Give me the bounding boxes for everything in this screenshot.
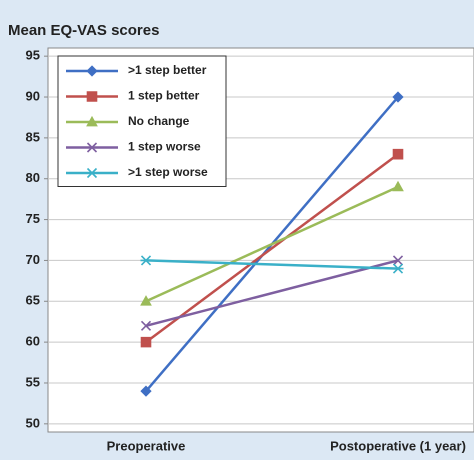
marker <box>392 148 404 160</box>
legend-label: >1 step worse <box>128 165 208 179</box>
marker <box>392 263 404 274</box>
legend-marker <box>86 91 98 102</box>
series-line <box>145 259 399 270</box>
series-line <box>145 153 399 344</box>
chart-title: Mean EQ-VAS scores <box>8 22 159 39</box>
marker <box>140 255 152 266</box>
y-tick-label: 65 <box>26 293 40 308</box>
marker <box>140 385 152 397</box>
marker <box>140 336 152 348</box>
marker <box>392 180 404 192</box>
legend-marker <box>86 115 98 127</box>
x-tick-label: Postoperative (1 year) <box>330 438 466 453</box>
marker <box>392 91 404 103</box>
legend-marker <box>86 167 98 179</box>
legend-marker <box>86 65 98 77</box>
y-tick-label: 85 <box>26 129 40 144</box>
y-tick-label: 80 <box>26 170 40 185</box>
legend-marker <box>86 142 98 153</box>
x-tick-label: Preoperative <box>107 438 186 453</box>
y-tick-label: 70 <box>26 252 40 267</box>
marker <box>392 255 404 266</box>
y-tick-label: 50 <box>26 415 40 430</box>
legend-label: 1 step better <box>128 89 200 103</box>
y-tick-label: 55 <box>26 374 40 389</box>
legend-label: 1 step worse <box>128 140 201 154</box>
marker <box>140 295 152 306</box>
legend-label: No change <box>128 114 190 128</box>
y-tick-label: 75 <box>26 211 40 226</box>
legend-label: >1 step better <box>128 63 207 77</box>
series-line <box>145 259 399 327</box>
y-tick-label: 95 <box>26 48 40 63</box>
y-tick-label: 90 <box>26 88 40 103</box>
marker <box>140 320 152 331</box>
y-tick-label: 60 <box>26 334 40 349</box>
series-line <box>145 185 399 303</box>
